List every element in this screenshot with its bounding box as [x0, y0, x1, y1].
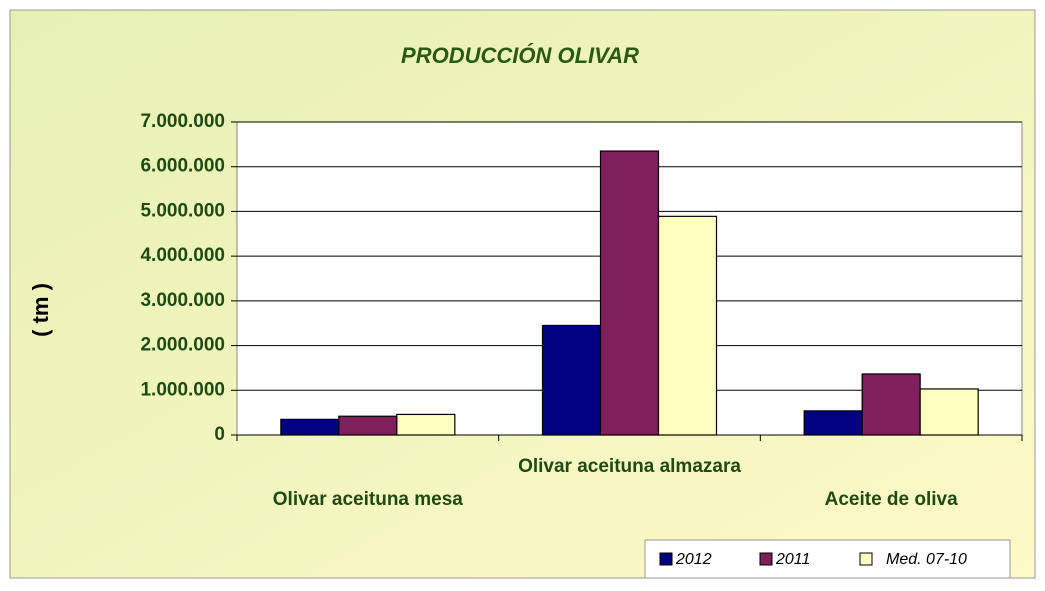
legend-swatch — [659, 552, 673, 566]
y-tick-label: 6.000.000 — [140, 156, 225, 177]
bar — [861, 373, 921, 436]
y-tick-label: 2.000.000 — [140, 335, 225, 356]
x-tick-label: Olivar aceituna almazara — [518, 456, 741, 477]
legend — [644, 539, 1011, 579]
bar — [338, 415, 398, 436]
bar — [803, 410, 863, 436]
y-tick-label: 3.000.000 — [140, 290, 225, 311]
y-tick-label: 4.000.000 — [140, 245, 225, 266]
legend-swatch — [759, 552, 773, 566]
legend-label: Med. 07-10 — [886, 551, 967, 568]
y-tick-label: 7.000.000 — [140, 111, 225, 132]
legend-label: 2012 — [675, 551, 712, 568]
y-axis-label: ( tm ) — [28, 283, 53, 337]
bar — [657, 215, 718, 436]
y-tick-label: 1.000.000 — [140, 379, 225, 400]
bar — [919, 388, 979, 436]
bar — [541, 324, 602, 436]
bar — [396, 413, 456, 436]
y-tick-label: 5.000.000 — [140, 200, 225, 221]
x-tick-label: Olivar aceituna mesa — [273, 489, 464, 510]
legend-swatch — [859, 552, 873, 566]
bar — [599, 150, 660, 436]
chart-title: PRODUCCIÓN OLIVAR — [401, 43, 639, 68]
x-tick-label: Aceite de oliva — [825, 489, 958, 510]
legend-label: 2011 — [775, 551, 810, 568]
bar — [280, 418, 340, 436]
y-tick-label: 0 — [214, 424, 225, 445]
